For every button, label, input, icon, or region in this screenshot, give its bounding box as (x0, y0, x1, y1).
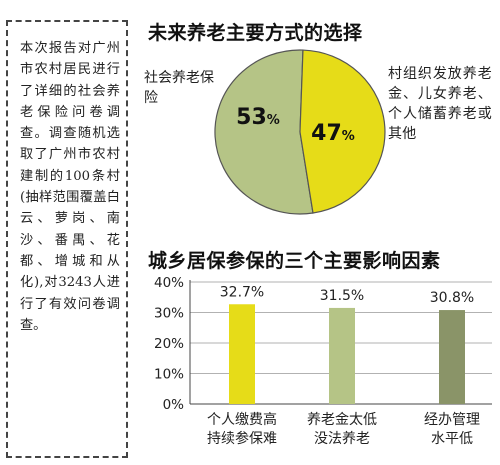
y-tick-label: 20% (154, 336, 184, 352)
bar-value-label: 32.7% (220, 284, 264, 300)
pie-slice (214, 49, 314, 215)
bar (329, 307, 355, 404)
y-tick-label: 10% (154, 367, 184, 383)
sidebar-box: 本次报告对广州市农村居民进行了详细的社会养老保险问卷调查。调查随机选取了广州市农… (6, 20, 128, 458)
pie-slice (299, 49, 386, 214)
bar-chart-title: 城乡居保参保的三个主要影响因素 (148, 250, 441, 272)
x-category-label: 持续参保难 (207, 430, 277, 447)
pie-chart-title: 未来养老主要方式的选择 (148, 22, 363, 44)
pie-label-right: 村组织发放养老金、儿女养老、个人储蓄养老或其他 (388, 66, 492, 142)
bar-value-label: 30.8% (430, 290, 474, 306)
y-tick-label: 30% (154, 306, 184, 322)
x-category-label: 没法养老 (314, 431, 370, 447)
bar (439, 310, 465, 404)
x-category-label: 养老金太低 (307, 412, 377, 428)
x-category-label: 经办管理 (424, 412, 480, 428)
x-category-label: 个人缴费高 (207, 411, 277, 428)
y-tick-label: 40% (154, 275, 184, 291)
sidebar-text: 本次报告对广州市农村居民进行了详细的社会养老保险问卷调查。调查随机选取了广州市农… (20, 41, 120, 333)
y-tick-label: 0% (163, 397, 185, 413)
bar-value-label: 31.5% (320, 288, 364, 304)
pie-label-left: 社会养老保险 (144, 70, 214, 106)
bar (229, 304, 255, 404)
pie-value-label: 47% (311, 121, 355, 146)
x-category-label: 水平低 (431, 431, 473, 447)
